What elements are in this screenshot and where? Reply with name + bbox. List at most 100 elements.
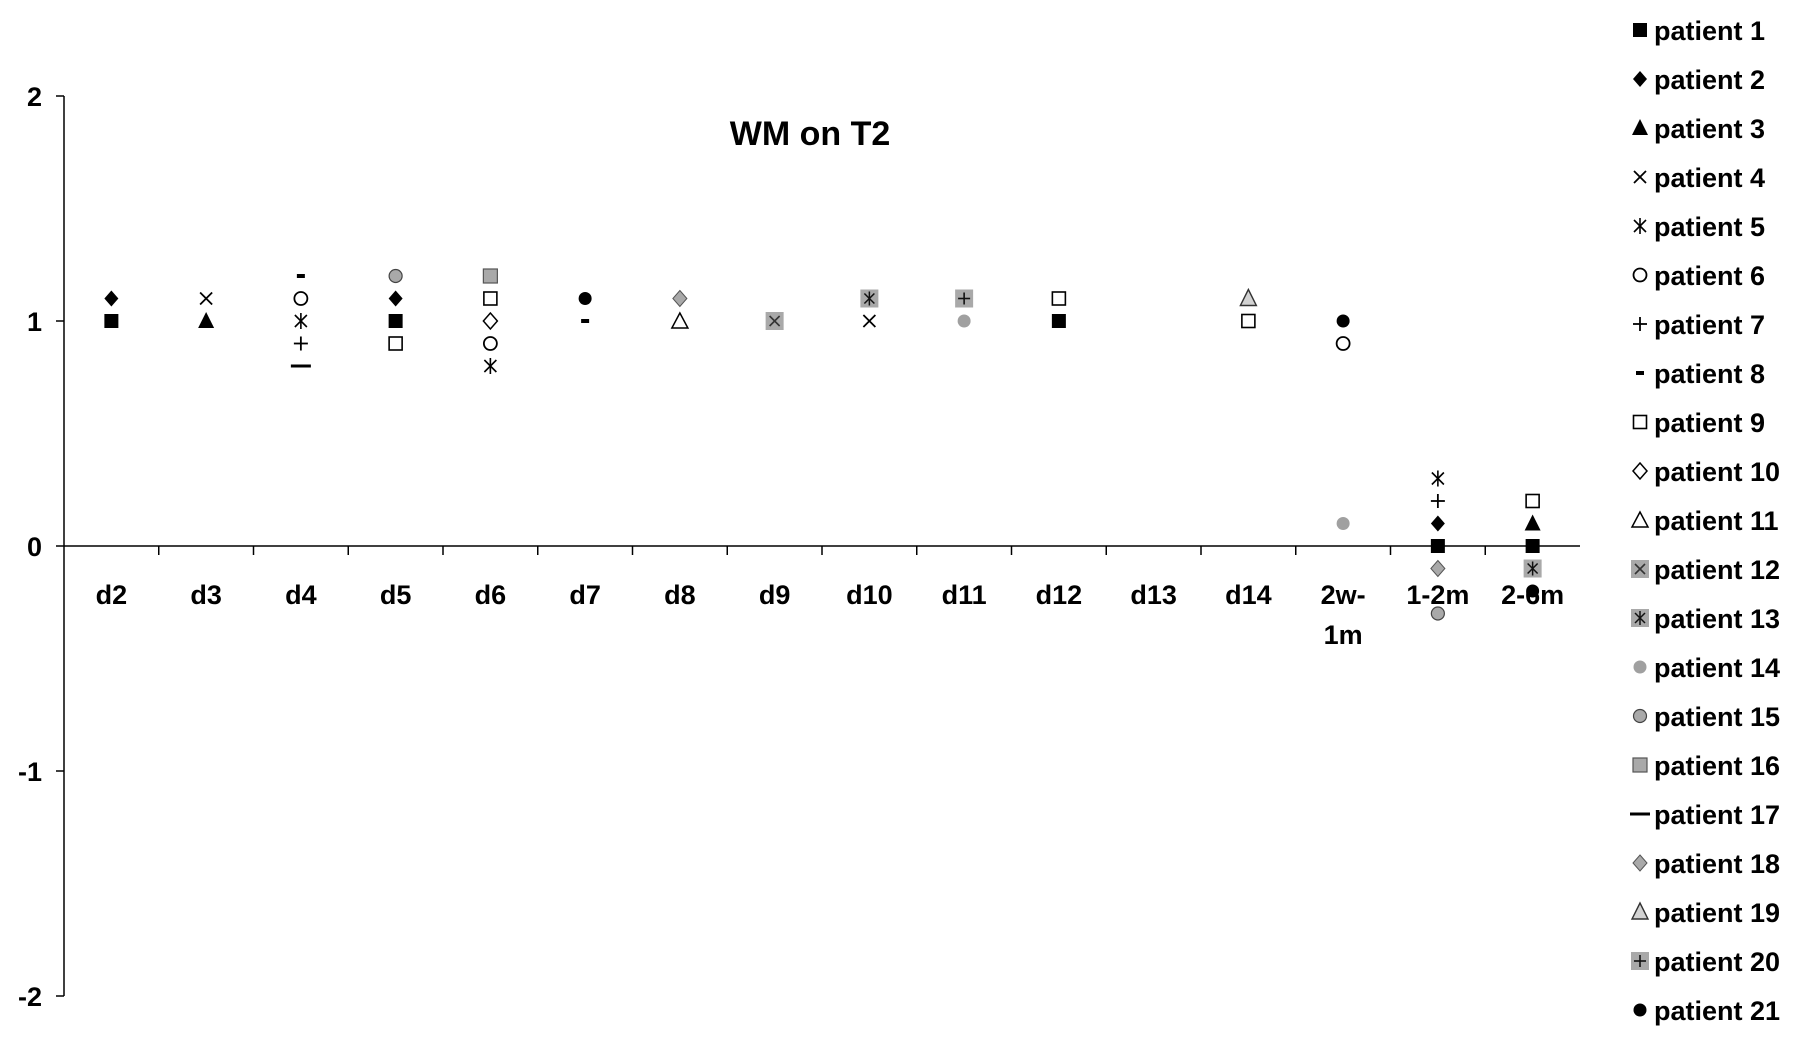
- legend-label: patient 11: [1654, 506, 1779, 536]
- legend-item: patient 3: [1632, 114, 1765, 144]
- x-tick-label: d4: [285, 580, 317, 610]
- data-point-patient-2: [388, 290, 403, 307]
- data-point-patient-9: [1525, 493, 1540, 509]
- data-point-patient-1: [1525, 539, 1540, 553]
- legend-item: patient 4: [1633, 163, 1765, 193]
- legend-item: patient 15: [1632, 702, 1780, 732]
- x-axis-ticks: d2 d3 d4 d5 d6 d7 d8 d9 d10 d11 d12 d13 d14 2w- 1m 1-2m…: [96, 546, 1564, 650]
- x-tick-label: d13: [1130, 580, 1177, 610]
- legend-item: patient 7: [1633, 310, 1765, 340]
- data-point-patient-6: [1335, 336, 1351, 351]
- legend-marker-icon: [1632, 854, 1648, 872]
- data-point-patient-11: [670, 311, 690, 329]
- legend-item: patient 5: [1633, 212, 1765, 242]
- data-point-patient-9: [1051, 291, 1067, 306]
- legend-label: patient 21: [1654, 996, 1780, 1026]
- x-tick-label: d3: [190, 580, 222, 610]
- legend-marker-icon: [1632, 757, 1648, 773]
- data-point-patient-13: [860, 289, 879, 308]
- legend-label: patient 12: [1654, 555, 1780, 585]
- data-point-patient-1: [388, 314, 403, 328]
- x-tick-label: 1m: [1324, 620, 1363, 650]
- x-tick-label: d8: [664, 580, 696, 610]
- legend-label: patient 7: [1654, 310, 1765, 340]
- y-tick-label: 2: [27, 82, 42, 112]
- data-point-patient-13: [1523, 559, 1542, 578]
- legend-marker-icon: [1633, 317, 1647, 331]
- x-tick-label: d9: [759, 580, 791, 610]
- legend-item: patient 6: [1632, 261, 1765, 291]
- data-point-patient-3: [1524, 514, 1541, 531]
- data-point-patient-4: [862, 314, 877, 328]
- legend-item: patient 12: [1631, 555, 1780, 585]
- x-tick-label: d6: [475, 580, 507, 610]
- x-tick-label: d7: [569, 580, 601, 610]
- legend-label: patient 10: [1654, 457, 1780, 487]
- data-point-patient-21: [578, 292, 592, 305]
- data-point-patient-9: [483, 291, 498, 306]
- x-tick-label: d11: [942, 580, 987, 610]
- legend-marker-icon: [1632, 414, 1648, 430]
- legend-item: patient 1: [1633, 16, 1765, 46]
- data-point-patient-5: [294, 313, 308, 329]
- legend-marker-icon: [1631, 609, 1649, 627]
- data-point-patient-15: [388, 268, 403, 284]
- legend-label: patient 15: [1654, 702, 1780, 732]
- legend-item: patient 2: [1633, 65, 1765, 95]
- legend-label: patient 14: [1654, 653, 1780, 683]
- data-point-patient-8: [581, 319, 590, 323]
- legend-label: patient 2: [1654, 65, 1765, 95]
- data-point-patient-14: [1336, 517, 1350, 530]
- legend-item: patient 11: [1630, 506, 1779, 536]
- legend-item: patient 13: [1631, 604, 1780, 634]
- legend-marker-icon: [1633, 218, 1647, 234]
- legend-marker-icon: [1633, 23, 1647, 37]
- data-point-patient-15: [1430, 606, 1445, 621]
- legend-marker-icon: [1631, 560, 1649, 578]
- legend-item: patient 9: [1632, 408, 1765, 438]
- x-tick-label: d14: [1225, 580, 1272, 610]
- data-point-patient-7: [1430, 494, 1445, 508]
- data-point-patient-4: [199, 291, 213, 306]
- legend-marker-icon: [1632, 461, 1648, 481]
- legend-label: patient 8: [1654, 359, 1765, 389]
- legend-item: patient 21: [1633, 996, 1780, 1026]
- x-tick-label: d5: [380, 580, 412, 610]
- legend-label: patient 3: [1654, 114, 1765, 144]
- data-point-patient-9: [1241, 313, 1256, 329]
- y-axis-ticks: -2 -1 0 1 2: [18, 82, 64, 1012]
- data-point-patient-1: [104, 314, 119, 328]
- legend-label: patient 16: [1654, 751, 1780, 781]
- legend-label: patient 18: [1654, 849, 1780, 879]
- legend-marker-icon: [1630, 510, 1650, 528]
- data-point-patient-2: [104, 290, 119, 307]
- legend-label: patient 4: [1654, 163, 1765, 193]
- legend-item: patient 10: [1632, 457, 1780, 487]
- data-point-patient-17: [290, 364, 311, 368]
- legend-label: patient 13: [1654, 604, 1780, 634]
- data-point-patient-5: [483, 358, 497, 374]
- x-tick-label: 1-2m: [1406, 580, 1469, 610]
- legend-marker-icon: [1633, 170, 1647, 184]
- data-point-patient-6: [482, 336, 498, 351]
- x-tick-label: d2: [96, 580, 128, 610]
- legend-item: patient 14: [1633, 653, 1780, 683]
- data-point-patient-20: [955, 289, 974, 308]
- legend-label: patient 17: [1654, 800, 1780, 830]
- y-tick-label: 0: [27, 532, 42, 562]
- legend-label: patient 9: [1654, 408, 1765, 438]
- data-point-patient-5: [1431, 470, 1445, 487]
- legend-marker-icon: [1630, 901, 1650, 920]
- data-point-patient-21: [1336, 314, 1350, 328]
- legend-marker-icon: [1636, 371, 1644, 375]
- legend-marker-icon: [1633, 1003, 1647, 1017]
- data-point-patient-8: [296, 274, 305, 278]
- data-point-patient-19: [1239, 287, 1258, 307]
- legend-label: patient 1: [1654, 16, 1765, 46]
- chart-title: WM on T2: [730, 115, 891, 153]
- legend-label: patient 19: [1654, 898, 1780, 928]
- data-point-patient-1: [1051, 314, 1066, 328]
- legend-item: patient 17: [1630, 800, 1780, 830]
- data-points: [104, 268, 1542, 621]
